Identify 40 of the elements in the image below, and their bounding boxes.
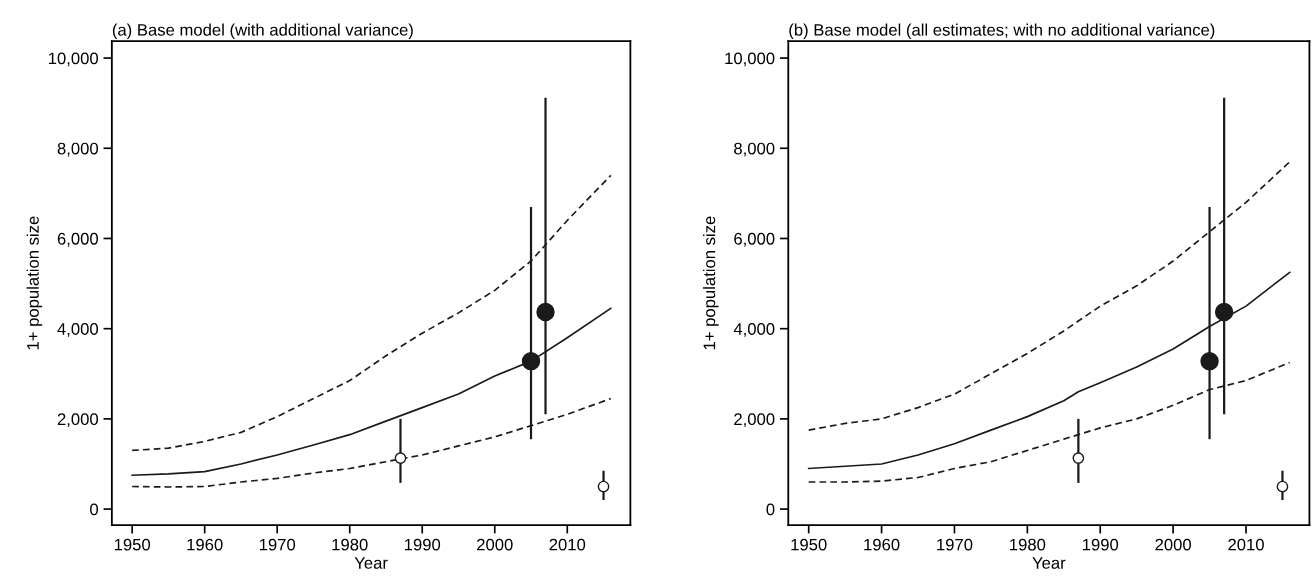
x-tick-label: 1990 [1082,538,1119,551]
y-tick-label: 6,000 [57,232,99,247]
y-tick-label: 4,000 [57,323,99,337]
point [536,302,555,322]
x-tick-label: 1960 [864,538,900,551]
x-axis-title: Year [354,557,388,569]
y-tick-label: 10,000 [725,52,775,67]
x-tick-label: 1950 [791,538,827,551]
x-tick-label: 1970 [259,538,296,551]
point [394,452,407,464]
x-tick-label: 1990 [404,538,441,551]
x-tick-label: 2000 [477,538,513,551]
x-tick-label: 1970 [937,538,973,551]
x-tick-label: 1980 [1010,538,1046,551]
y-tick-label: 2,000 [734,413,775,428]
y-tick-label: 8,000 [57,142,99,157]
x-tick-label: 2010 [549,538,586,551]
y-tick-label: 2,000 [57,413,99,428]
point [597,480,610,493]
x-tick-label: 1980 [332,538,368,551]
point [1200,351,1219,371]
y-axis-title: 1+ population size [26,216,43,350]
point [1214,302,1234,322]
x-tick-label: 1950 [114,538,151,551]
point [1072,452,1085,464]
y-tick-label: 8,000 [734,142,775,157]
y-tick-label: 0 [766,503,775,516]
y-tick-label: 6,000 [734,232,775,247]
x-tick-label: 2010 [1228,538,1264,551]
chart-title: (b) Base model (all estimates; with no additional variance) [789,23,1215,40]
chart-title: (a) Base model (with additional variance) [112,23,413,40]
x-tick-label: 1960 [187,538,223,551]
x-axis-title: Year [1032,557,1066,569]
y-tick-label: 4,000 [733,323,775,337]
x-tick-label: 2000 [1155,538,1192,551]
y-axis-title: 1+ population size [703,216,719,350]
y-tick-label: 0 [90,503,99,516]
y-tick-label: 10,000 [48,52,99,67]
point [521,351,541,371]
point [1276,480,1289,493]
